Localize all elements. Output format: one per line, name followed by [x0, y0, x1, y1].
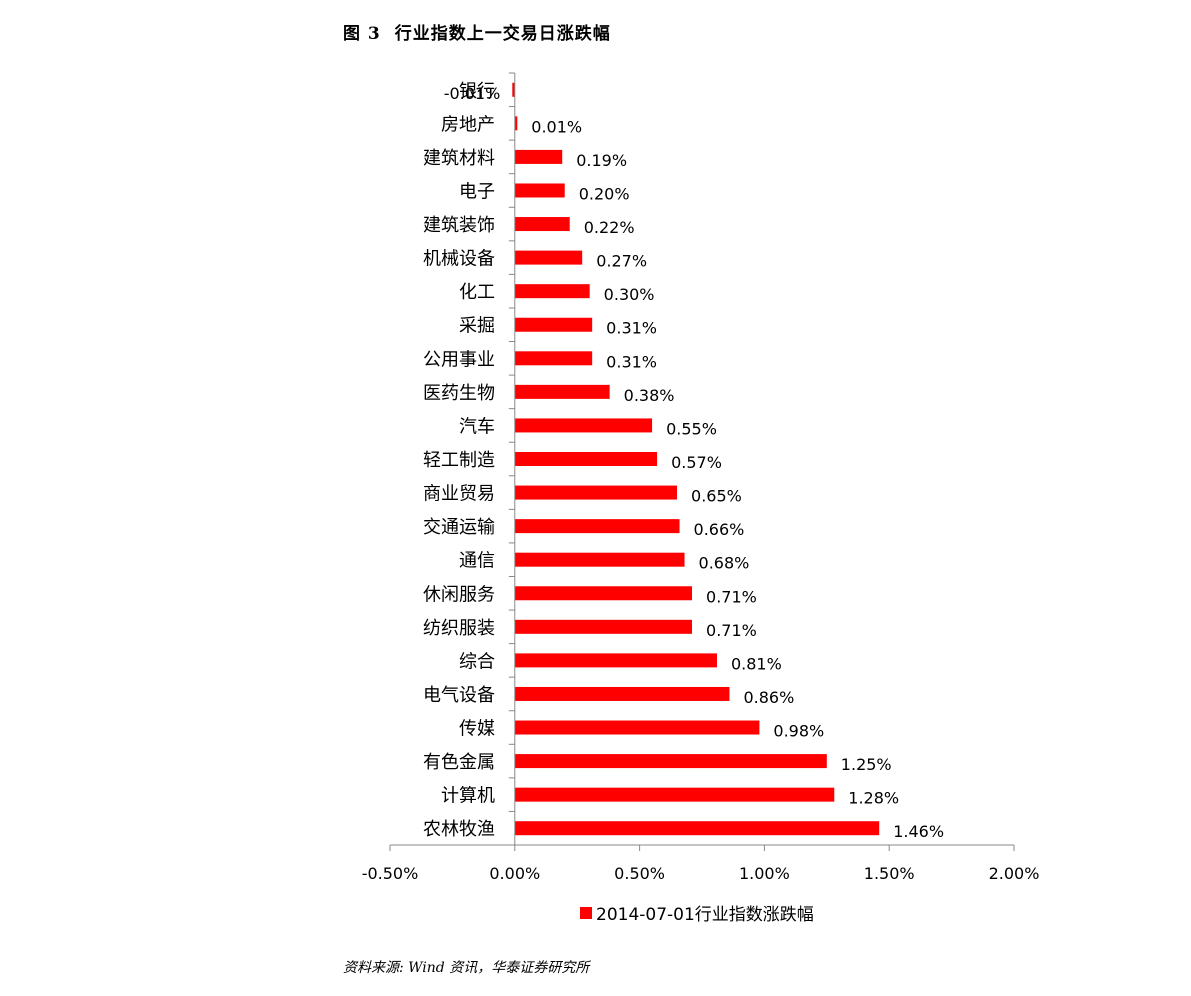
- bar: [512, 82, 515, 97]
- category-labels-layer: 银行房地产建筑材料电子建筑装饰机械设备化工采掘公用事业医药生物汽车轻工制造商业贸…: [423, 81, 495, 840]
- bar: [514, 250, 583, 265]
- bar: [514, 384, 610, 399]
- category-label: 电气设备: [423, 685, 495, 706]
- data-label: 0.65%: [691, 487, 742, 506]
- source-note: 资料来源: Wind 资讯，华泰证券研究所: [343, 960, 590, 976]
- category-label: 机械设备: [423, 249, 495, 270]
- category-label: 建筑装饰: [423, 215, 495, 236]
- data-label: 1.46%: [893, 822, 944, 841]
- axes-layer: [389, 72, 1015, 851]
- bar: [514, 452, 658, 466]
- category-label: 有色金属: [423, 752, 495, 773]
- category-label: 通信: [459, 551, 495, 572]
- bar: [514, 720, 760, 735]
- category-label: 建筑材料: [423, 148, 495, 169]
- data-label: 0.30%: [604, 285, 655, 304]
- data-label: 0.01%: [531, 117, 582, 136]
- legend-swatch: [580, 906, 592, 919]
- category-label: 休闲服务: [423, 584, 495, 605]
- category-label: 计算机: [441, 786, 495, 807]
- bar: [514, 686, 730, 701]
- bar: [514, 821, 880, 836]
- legend-label: 2014-07-01行业指数涨跌幅: [596, 905, 814, 925]
- chart-legend: 2014-07-01行业指数涨跌幅: [580, 900, 814, 925]
- data-label: 0.81%: [731, 654, 782, 673]
- category-label: 采掘: [459, 316, 495, 337]
- bar: [514, 754, 827, 769]
- category-label: 综合: [459, 651, 495, 672]
- bar: [514, 116, 518, 131]
- category-label: 传媒: [459, 719, 495, 740]
- data-label: 0.22%: [584, 218, 635, 237]
- category-label: 商业贸易: [423, 484, 495, 505]
- figure-number: 图 3: [343, 24, 381, 44]
- figure-title-text: 行业指数上一交易日涨跌幅: [394, 24, 611, 44]
- category-label: 轻工制造: [423, 450, 495, 471]
- category-label: 农林牧渔: [423, 819, 495, 840]
- data-label: 0.71%: [706, 621, 757, 640]
- data-label: 0.27%: [596, 252, 647, 271]
- bar: [514, 351, 593, 366]
- category-label: 汽车: [459, 416, 495, 437]
- data-label: 0.31%: [606, 319, 657, 338]
- data-label: -0.01%: [444, 84, 501, 103]
- data-label: 1.25%: [841, 755, 892, 774]
- value-labels-layer: -0.01% 0.01% 0.19% 0.20% 0.22% 0.27% 0.30% 0.31…: [444, 84, 944, 841]
- category-label: 公用事业: [423, 349, 495, 370]
- category-label: 纺织服装: [423, 618, 495, 639]
- bar: [514, 619, 693, 634]
- bar: [514, 183, 565, 198]
- x-tick-label: 0.50%: [614, 864, 665, 883]
- bar: [514, 317, 593, 332]
- data-label: 0.71%: [706, 587, 757, 606]
- category-label: 电子: [459, 181, 495, 202]
- x-tick-label: 1.00%: [739, 864, 790, 883]
- figure-title: 图 3 行业指数上一交易日涨跌幅: [343, 19, 611, 44]
- x-tick-label: 2.00%: [989, 864, 1040, 883]
- bar: [514, 653, 717, 668]
- x-tick-label: 0.00%: [489, 864, 540, 883]
- bar: [514, 485, 678, 500]
- bar: [514, 552, 685, 567]
- category-label: 银行: [459, 81, 495, 102]
- data-label: 0.68%: [699, 554, 750, 573]
- data-label: 0.57%: [671, 453, 722, 472]
- tick-labels-layer: -0.50% 0.00% 0.50% 1.00% 1.50% 2.00%: [362, 864, 1040, 883]
- data-label: 0.38%: [624, 386, 675, 405]
- bar: [514, 519, 680, 534]
- data-label: 0.98%: [773, 722, 824, 741]
- bar: [514, 418, 653, 433]
- data-label: 0.66%: [694, 520, 745, 539]
- bar: [514, 586, 693, 601]
- category-label: 交通运输: [423, 517, 495, 538]
- category-label: 医药生物: [423, 383, 495, 404]
- data-label: 0.19%: [576, 151, 627, 170]
- category-label: 房地产: [441, 114, 495, 135]
- category-label: 化工: [459, 282, 495, 303]
- data-label: 0.31%: [606, 352, 657, 371]
- bar: [514, 149, 563, 164]
- bar: [514, 217, 570, 232]
- data-label: 0.55%: [666, 419, 717, 438]
- bars-layer: [512, 82, 880, 836]
- x-tick-label: 1.50%: [864, 864, 915, 883]
- x-tick-label: -0.50%: [362, 864, 419, 883]
- bar: [514, 284, 590, 299]
- data-label: 0.20%: [579, 184, 630, 203]
- data-label: 1.28%: [848, 789, 899, 808]
- bar: [514, 787, 835, 802]
- data-label: 0.86%: [743, 688, 794, 707]
